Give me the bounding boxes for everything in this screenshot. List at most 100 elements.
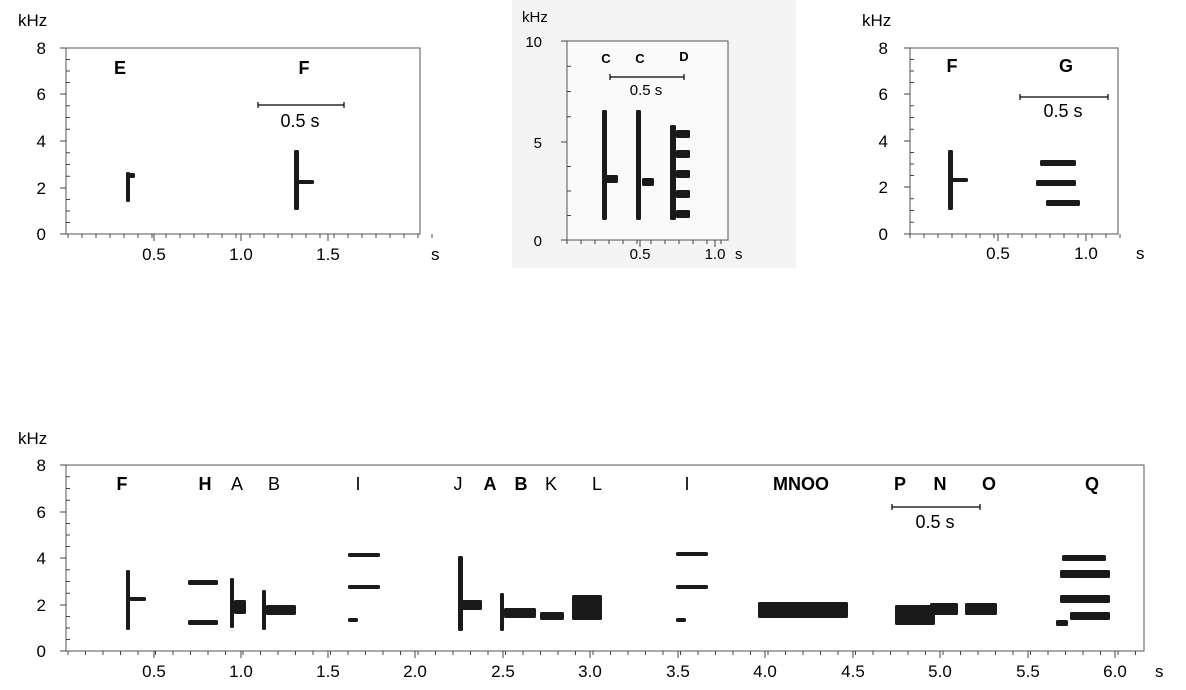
x-tick-label: 3.5 [666,662,690,681]
syllable-trace [266,605,296,615]
syllable-trace [636,110,641,220]
note-label: O [982,474,996,494]
syllable-trace [262,590,266,630]
syllable-trace [676,130,690,138]
syllable-trace [1062,555,1106,561]
syllable-trace [676,552,708,556]
syllable-trace [1046,200,1080,206]
y-tick-label: 8 [37,456,46,475]
note-label: D [679,49,688,64]
syllable-trace [234,600,246,614]
syllable-trace [758,602,848,618]
note-label: I [355,474,360,494]
note-label: K [545,474,557,494]
note-label: Q [1085,474,1099,494]
note-label: H [199,474,212,494]
syllable-trace [572,595,602,620]
x-tick-label: 1.0 [705,246,726,263]
syllable-trace [128,597,146,601]
plot-frame [65,47,421,235]
scale-bar-label: 0.5 s [1043,101,1082,121]
x-tick-label: 1.0 [1074,244,1098,263]
syllable-trace [950,178,968,182]
x-axis-unit: s [735,246,743,263]
y-axis-unit: kHz [18,11,47,30]
x-tick-label: 1.5 [316,662,340,681]
x-tick-label: 1.0 [229,662,253,681]
syllable-trace [965,603,997,615]
note-label: N [934,474,947,494]
x-tick-label: 0.5 [986,244,1010,263]
y-tick-label: 2 [37,179,46,198]
syllable-trace [458,556,463,631]
note-label: G [1059,56,1073,76]
y-tick-label: 4 [37,549,46,568]
y-tick-label: 10 [525,34,542,51]
x-axis-unit: s [1155,662,1164,681]
x-tick-label: 4.5 [841,662,865,681]
x-tick-label: 2.0 [403,662,427,681]
syllable-trace [1060,570,1110,578]
note-label: L [592,474,602,494]
y-tick-label: 6 [879,85,888,104]
y-axis-unit: kHz [862,11,891,30]
x-tick-label: 3.0 [578,662,602,681]
panel-top-left: 0 2 4 6 8 0.5 1.0 1.5 kHz s E F 0.5 s [18,11,440,264]
note-label: F [947,56,958,76]
syllable-trace [676,190,690,198]
y-tick-label: 4 [37,132,46,151]
syllable-trace [676,618,686,622]
note-label: A [231,474,243,494]
syllable-trace [348,553,380,557]
syllable-trace [642,178,654,186]
plot-frame [65,464,1145,652]
syllable-trace [348,618,358,622]
note-label: J [454,474,463,494]
y-tick-label: 8 [879,39,888,58]
syllable-trace [129,173,135,178]
x-tick-label: 4.0 [753,662,777,681]
syllable-trace [504,608,536,618]
syllable-trace [348,585,380,589]
note-label: E [114,58,126,78]
syllable-trace [230,578,234,628]
y-tick-label: 0 [534,233,542,250]
y-tick-label: 0 [879,225,888,244]
syllable-trace [606,175,618,183]
syllable-trace [930,603,958,615]
y-tick-label: 0 [37,225,46,244]
syllable-trace [462,600,482,610]
x-tick-label: 0.5 [630,246,651,263]
y-tick-label: 5 [534,135,542,152]
scale-bar-label: 0.5 s [630,82,663,99]
syllable-trace [1056,620,1068,626]
syllable-trace [1070,612,1110,620]
syllable-trace [676,170,690,178]
x-tick-label: 1.5 [316,245,340,264]
panel-bottom: 0 2 4 6 8 0.5 1.0 1.5 2.0 2.5 3.0 3.5 4.0 4.5 5.0 5.5 6.… [18,429,1164,681]
y-tick-label: 4 [879,132,888,151]
syllable-trace [1060,595,1110,603]
x-tick-label: 1.0 [229,245,253,264]
scale-bar-label: 0.5 s [915,512,954,532]
syllable-trace [602,110,607,220]
syllable-trace [188,620,218,625]
x-axis-unit: s [431,245,440,264]
note-label: F [299,58,310,78]
syllable-trace [540,612,564,620]
syllable-trace [676,585,708,589]
syllable-trace [296,180,314,184]
y-axis-unit: kHz [18,429,47,448]
panel-top-right: 0 2 4 6 8 0.5 1.0 kHz s F G 0.5 s [862,11,1145,263]
y-tick-label: 8 [37,39,46,58]
scale-bar-label: 0.5 s [280,111,319,131]
syllable-trace [294,150,299,210]
y-tick-label: 0 [37,642,46,661]
y-tick-label: 6 [37,503,46,522]
note-label: C [601,51,611,66]
plot-frame [566,40,729,241]
syllable-trace [895,605,935,625]
syllable-trace [126,172,130,202]
note-label: B [268,474,280,494]
